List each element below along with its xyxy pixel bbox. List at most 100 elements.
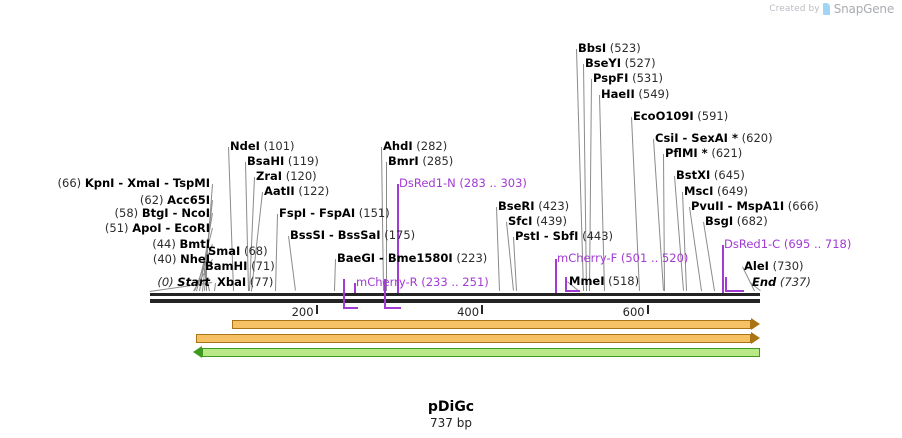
label-name-ecoo109i: EcoO109I xyxy=(633,109,694,123)
label-bbsi[interactable]: BbsI (523) xyxy=(578,42,641,54)
label-sfci[interactable]: SfcI (439) xyxy=(508,215,567,227)
leader-line-20 xyxy=(506,221,514,291)
backbone-strand-bottom xyxy=(150,299,760,303)
label-name-bseri: BseRI xyxy=(498,199,535,213)
leader-line-29 xyxy=(663,153,665,291)
label-psti-sbfi[interactable]: PstI - SbfI (443) xyxy=(515,230,613,242)
label-name-mcherry-f: mCherry-F xyxy=(557,251,618,265)
leader-line-21 xyxy=(513,236,517,291)
arrow-body xyxy=(231,320,751,329)
label-position-smai: (68) xyxy=(240,244,268,258)
label-name-ndei: NdeI xyxy=(230,139,260,153)
label-haeii[interactable]: HaeII (549) xyxy=(601,88,669,100)
label-nhei[interactable]: (40) NheI xyxy=(153,253,210,265)
label-position-mmei: (518) xyxy=(604,274,640,288)
label-bamhi[interactable]: BamHI (71) xyxy=(205,260,275,272)
label-bstxi[interactable]: BstXI (645) xyxy=(676,169,745,181)
label-position-mcherry-f: (501 .. 520) xyxy=(617,251,689,265)
label-csii-sexai[interactable]: CsiI - SexAI * (620) xyxy=(655,132,773,144)
watermark-prefix: Created by xyxy=(769,4,820,14)
label-bsssi-bsssai[interactable]: BssSI - BssSaI (175) xyxy=(290,229,415,241)
feature-leader-line-3 xyxy=(722,245,724,293)
label-alei[interactable]: AleI (730) xyxy=(744,260,804,272)
ruler-tick-label-600: 600 xyxy=(622,305,645,319)
label-position-dsred1-c: (695 .. 718) xyxy=(780,237,852,251)
label-ndei[interactable]: NdeI (101) xyxy=(230,140,295,152)
ruler-tick-600 xyxy=(646,305,649,314)
label-kpni-xmai-tspmi[interactable]: (66) KpnI - XmaI - TspMI xyxy=(58,177,210,189)
bracket-stem xyxy=(342,279,345,307)
feature-arrow-arrow-2[interactable] xyxy=(196,332,760,344)
label-position-dsred1-n: (283 .. 303) xyxy=(455,176,527,190)
label-xbai[interactable]: XbaI (77) xyxy=(217,276,273,288)
label-mcherry-r[interactable]: mCherry-R (233 .. 251) xyxy=(356,276,489,288)
label-position-bsahi: (119) xyxy=(284,154,319,168)
arrow-body xyxy=(196,334,751,343)
label-position-end: (737) xyxy=(776,275,811,289)
label-position-zrai: (120) xyxy=(282,169,317,183)
label-mcherry-f[interactable]: mCherry-F (501 .. 520) xyxy=(557,252,688,264)
leader-line-7 xyxy=(206,252,207,291)
backbone-strand-top xyxy=(150,293,760,296)
label-position-fspi-fspai: (151) xyxy=(355,206,390,220)
label-name-fspi-fspai: FspI - FspAI xyxy=(279,206,356,220)
label-bsahi[interactable]: BsaHI (119) xyxy=(247,155,319,167)
label-pvuii-mspa1i[interactable]: PvuII - MspA1I (666) xyxy=(691,200,819,212)
label-fspi-fspai[interactable]: FspI - FspAI (151) xyxy=(279,207,390,219)
label-name-dsred1-c: DsRed1-C xyxy=(724,237,781,251)
label-btgi-ncoi[interactable]: (58) BtgI - NcoI xyxy=(115,207,210,219)
label-dsred1-n[interactable]: DsRed1-N (283 .. 303) xyxy=(399,177,527,189)
label-name-bsgi: BsgI xyxy=(705,214,734,228)
label-name-baegi-bme1580i: BaeGI - Bme1580I xyxy=(337,251,453,265)
label-ahdi[interactable]: AhdI (282) xyxy=(383,140,447,152)
label-position-bseyi: (527) xyxy=(621,56,656,70)
ruler-tick-label-200: 200 xyxy=(291,305,314,319)
label-bseyi[interactable]: BseYI (527) xyxy=(585,57,656,69)
bracket-bar xyxy=(725,290,745,292)
bracket-bar xyxy=(564,290,581,292)
label-name-zrai: ZraI xyxy=(256,169,283,183)
label-apoi-ecori[interactable]: (51) ApoI - EcoRI xyxy=(105,222,210,234)
label-dsred1-c[interactable]: DsRed1-C (695 .. 718) xyxy=(724,238,851,250)
label-name-btgi-ncoi: BtgI - NcoI xyxy=(141,206,210,220)
label-baegi-bme1580i[interactable]: BaeGI - Bme1580I (223) xyxy=(337,252,487,264)
label-bmti[interactable]: (44) BmtI xyxy=(152,238,210,250)
arrow-body xyxy=(202,348,760,357)
label-name-bseyi: BseYI xyxy=(585,56,622,70)
label-position-bsssi-bsssai: (175) xyxy=(380,228,416,242)
label-name-pvuii-mspa1i: PvuII - MspA1I xyxy=(691,199,785,213)
label-zrai[interactable]: ZraI (120) xyxy=(256,170,317,182)
label-position-kpni-xmai-tspmi: (66) xyxy=(57,176,85,190)
leader-line-16 xyxy=(334,259,336,292)
label-bseri[interactable]: BseRI (423) xyxy=(498,200,569,212)
label-position-msci: (649) xyxy=(713,184,748,198)
label-end[interactable]: End (737) xyxy=(752,276,811,288)
label-name-mcherry-r: mCherry-R xyxy=(356,275,418,289)
label-acc65i[interactable]: (62) Acc65I xyxy=(140,194,210,206)
label-msci[interactable]: MscI (649) xyxy=(684,185,748,197)
label-aatii[interactable]: AatII (122) xyxy=(264,185,329,197)
label-name-alei: AleI xyxy=(744,259,769,273)
label-pspfi[interactable]: PspFI (531) xyxy=(593,72,663,84)
label-position-haeii: (549) xyxy=(634,87,670,101)
bracket-stem xyxy=(725,277,728,290)
bracket-bar xyxy=(342,307,358,309)
label-position-ahdi: (282) xyxy=(412,139,448,153)
arrow-head xyxy=(750,332,760,344)
label-name-acc65i: Acc65I xyxy=(167,193,210,207)
label-bsgi[interactable]: BsgI (682) xyxy=(705,215,768,227)
watermark-brand: SnapGene xyxy=(833,2,894,16)
bracket-bar xyxy=(384,307,401,309)
label-pflmi[interactable]: PflMI * (621) xyxy=(665,147,742,159)
label-start[interactable]: (0) Start xyxy=(157,276,210,288)
label-bmri[interactable]: BmrI (285) xyxy=(388,155,453,167)
label-mmei[interactable]: MmeI (518) xyxy=(569,275,639,287)
feature-arrow-arrow-3[interactable] xyxy=(193,346,760,358)
ruler-tick-400 xyxy=(481,305,484,314)
label-name-psti-sbfi: PstI - SbfI xyxy=(515,229,579,243)
feature-arrow-arrow-1[interactable] xyxy=(231,318,760,330)
label-smai[interactable]: SmaI (68) xyxy=(208,245,268,257)
bracket-stem xyxy=(564,277,567,290)
label-ecoo109i[interactable]: EcoO109I (591) xyxy=(633,110,728,122)
label-name-bamhi: BamHI xyxy=(205,259,248,273)
